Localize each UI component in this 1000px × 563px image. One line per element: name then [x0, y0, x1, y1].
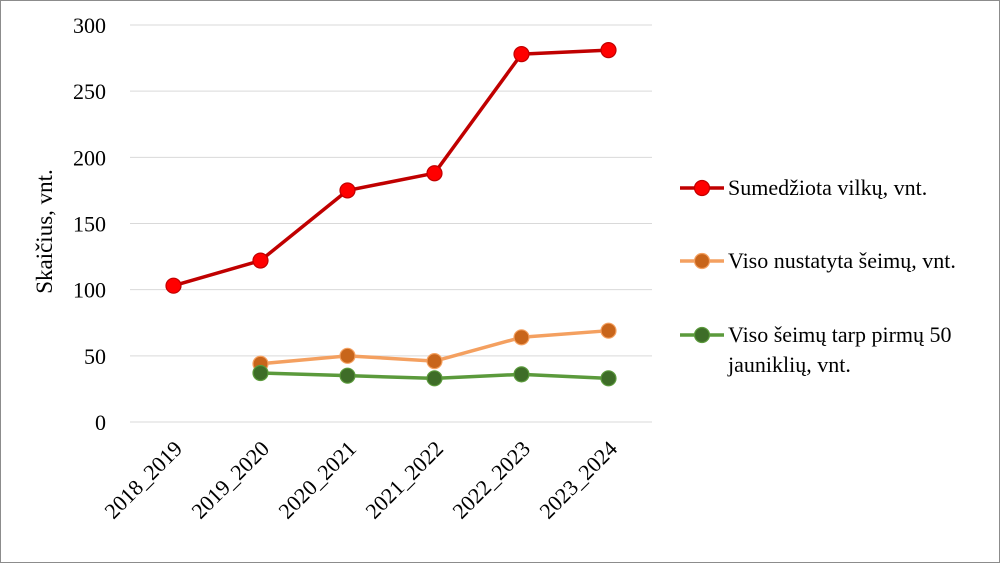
data-point — [252, 252, 269, 269]
data-point — [600, 370, 617, 387]
legend-item: Viso nustatyta šeimų, vnt. — [680, 248, 956, 273]
legend-label: Sumedžiota vilkų, vnt. — [728, 175, 927, 200]
data-point — [600, 42, 617, 59]
series-2 — [252, 322, 617, 372]
data-point — [426, 353, 443, 370]
x-tick-label: 2019_2020 — [186, 436, 274, 524]
series-3 — [252, 364, 617, 387]
y-axis-label: Skaičius, vnt. — [32, 169, 57, 294]
data-point — [426, 165, 443, 182]
x-tick-label: 2018_2019 — [99, 436, 187, 524]
data-point — [426, 370, 443, 387]
series-1 — [165, 42, 617, 294]
legend-item: Sumedžiota vilkų, vnt. — [680, 175, 927, 200]
data-point — [513, 329, 530, 346]
y-tick-label: 150 — [73, 212, 106, 237]
series-layer — [165, 42, 617, 387]
legend-item: Viso šeimų tarp pirmų 50 jauniklių, vnt. — [680, 322, 952, 377]
legend-swatch-marker — [693, 252, 711, 270]
series-line — [173, 48, 609, 288]
y-tick-label: 50 — [84, 344, 106, 369]
data-point — [600, 322, 617, 339]
legend-swatch-marker — [693, 179, 711, 197]
legend: Sumedžiota vilkų, vnt. Viso nustatyta šei… — [680, 175, 956, 377]
x-tick-label: 2022_2023 — [447, 436, 535, 524]
data-point — [339, 347, 356, 364]
y-tick-label: 100 — [73, 278, 106, 303]
legend-label: Viso nustatyta šeimų, vnt. — [728, 248, 956, 273]
y-tick-label: 300 — [73, 13, 106, 38]
x-tick-label: 2020_2021 — [273, 436, 361, 524]
y-tick-label: 250 — [73, 79, 106, 104]
data-point — [165, 277, 182, 294]
y-axis-ticks: 0 50 100 150 200 250 300 — [73, 13, 106, 435]
x-tick-label: 2021_2022 — [360, 436, 448, 524]
data-point — [513, 46, 530, 63]
data-point — [513, 366, 530, 383]
legend-swatch-marker — [693, 326, 711, 344]
gridlines — [130, 24, 652, 423]
x-axis-ticks: 2018_2019 2019_2020 2020_2021 2021_2022 2022… — [99, 436, 622, 524]
data-point — [339, 182, 356, 199]
legend-label: Viso šeimų tarp pirmų 50 jauniklių, vnt. — [727, 322, 952, 377]
data-point — [339, 367, 356, 384]
y-tick-label: 200 — [73, 145, 106, 170]
x-tick-label: 2023_2024 — [534, 436, 622, 524]
y-tick-label: 0 — [95, 410, 106, 435]
data-point — [252, 364, 269, 382]
